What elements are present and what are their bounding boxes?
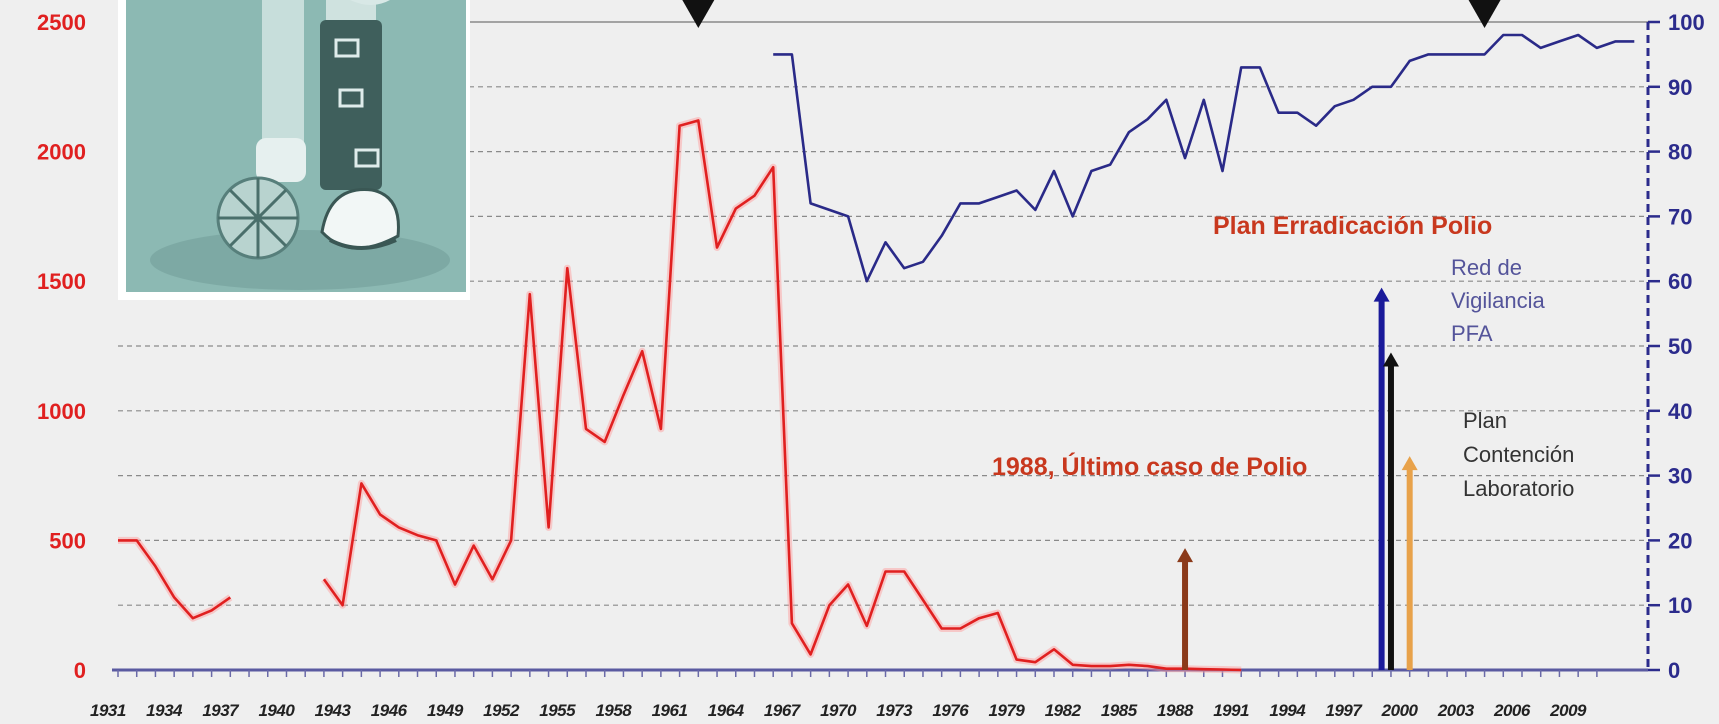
x-tick-label-1940: 1940 bbox=[258, 701, 295, 720]
x-tick-label-1982: 1982 bbox=[1045, 701, 1082, 720]
series bbox=[118, 33, 1635, 674]
cases-line-segment-1 bbox=[322, 119, 1242, 672]
top-marker-1962 bbox=[682, 0, 715, 28]
left-tick-label-2500: 2500 bbox=[37, 10, 86, 35]
plan-contencion-label-3: Laboratorio bbox=[1463, 476, 1574, 501]
x-tick-label-2000: 2000 bbox=[1381, 701, 1419, 720]
right-tick-label-30: 30 bbox=[1668, 464, 1692, 489]
x-tick-label-1934: 1934 bbox=[146, 701, 183, 720]
x-tick-label-1976: 1976 bbox=[932, 701, 969, 720]
right-tick-label-20: 20 bbox=[1668, 528, 1692, 553]
tick-labels: 0 500 1000 1500 2000 2500 0 10 20 30 40 50 60 70 80 90 1… bbox=[37, 10, 1705, 720]
x-tick-label-1979: 1979 bbox=[989, 701, 1026, 720]
right-tick-label-0: 0 bbox=[1668, 658, 1680, 683]
plan-contencion-arrow-head bbox=[1401, 456, 1418, 471]
ultimo-caso-label: 1988, Último caso de Polio bbox=[992, 451, 1307, 481]
x-tick-label-2006: 2006 bbox=[1493, 701, 1531, 720]
right-tick-label-60: 60 bbox=[1668, 269, 1692, 294]
red-vigilancia-label-3: PFA bbox=[1451, 321, 1493, 346]
x-tick-label-2009: 2009 bbox=[1549, 701, 1587, 720]
red-vigilancia-arrow-head bbox=[1373, 287, 1390, 302]
ultimo-caso-arrow-head bbox=[1177, 548, 1194, 563]
x-tick-label-1931: 1931 bbox=[90, 701, 126, 720]
x-tick-label-2003: 2003 bbox=[1437, 701, 1475, 720]
red-vigilancia-label-1: Red de bbox=[1451, 255, 1522, 280]
right-tick-label-90: 90 bbox=[1668, 75, 1692, 100]
left-tick-label-1000: 1000 bbox=[37, 399, 86, 424]
right-tick-label-70: 70 bbox=[1668, 204, 1692, 229]
x-tick-label-1985: 1985 bbox=[1101, 701, 1138, 720]
x-tick-label-1943: 1943 bbox=[315, 701, 352, 720]
x-tick-label-1964: 1964 bbox=[708, 701, 745, 720]
left-tick-label-2000: 2000 bbox=[37, 140, 86, 165]
x-tick-label-1955: 1955 bbox=[539, 701, 576, 720]
left-tick-label-0: 0 bbox=[74, 658, 86, 683]
pfa-arrow-head bbox=[1382, 352, 1399, 367]
right-tick-label-50: 50 bbox=[1668, 334, 1692, 359]
x-tick-label-1988: 1988 bbox=[1157, 701, 1194, 720]
right-tick-label-10: 10 bbox=[1668, 593, 1692, 618]
child-with-leg-brace-photo-icon bbox=[118, 0, 470, 300]
x-tick-label-1946: 1946 bbox=[371, 701, 408, 720]
x-tick-label-1967: 1967 bbox=[764, 701, 802, 720]
x-tick-label-1952: 1952 bbox=[483, 701, 520, 720]
top-marker-2004 bbox=[1468, 0, 1501, 28]
plan-contencion-label-2: Contención bbox=[1463, 442, 1574, 467]
x-tick-label-1949: 1949 bbox=[427, 701, 464, 720]
red-vigilancia-label-2: Vigilancia bbox=[1451, 288, 1546, 313]
x-tick-label-1970: 1970 bbox=[820, 701, 857, 720]
left-tick-label-500: 500 bbox=[49, 528, 86, 553]
x-tick-label-1937: 1937 bbox=[202, 701, 240, 720]
right-tick-label-100: 100 bbox=[1668, 10, 1705, 35]
arrows bbox=[682, 0, 1501, 670]
x-tick-label-1997: 1997 bbox=[1326, 701, 1364, 720]
plan-erradicacion-label: Plan Erradicación Polio bbox=[1213, 212, 1492, 240]
x-tick-label-1994: 1994 bbox=[1269, 701, 1306, 720]
right-tick-label-80: 80 bbox=[1668, 140, 1692, 165]
right-tick-label-40: 40 bbox=[1668, 399, 1692, 424]
x-tick-label-1961: 1961 bbox=[652, 701, 688, 720]
x-tick-label-1991: 1991 bbox=[1213, 701, 1249, 720]
plan-contencion-label-1: Plan bbox=[1463, 408, 1507, 433]
coverage-line-segment-0 bbox=[773, 33, 1635, 283]
x-tick-label-1973: 1973 bbox=[876, 701, 913, 720]
left-tick-label-1500: 1500 bbox=[37, 269, 86, 294]
x-tick-label-1958: 1958 bbox=[595, 701, 632, 720]
cases-line-segment-0 bbox=[118, 539, 232, 620]
